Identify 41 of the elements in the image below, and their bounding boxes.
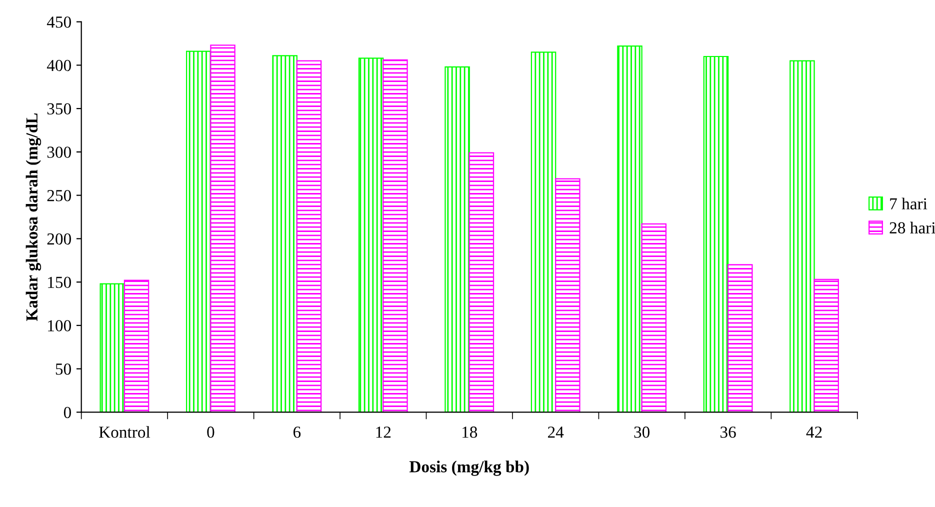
bar	[296, 60, 322, 412]
x-tick-label: 6	[293, 426, 301, 438]
x-tick-label: 18	[462, 426, 478, 438]
bar	[790, 60, 815, 412]
x-tick-label: 12	[376, 426, 391, 438]
bar	[100, 283, 126, 412]
legend-label: 28 hari	[890, 222, 935, 234]
y-tick-label: 300	[47, 146, 71, 158]
x-tick-label: 0	[207, 426, 214, 438]
bar	[530, 52, 556, 412]
bar	[468, 152, 494, 412]
bar	[382, 59, 408, 412]
bar	[358, 58, 384, 412]
bar	[272, 55, 298, 412]
bar	[444, 66, 470, 412]
y-tick-label: 400	[46, 60, 71, 72]
bar	[814, 278, 839, 412]
bar	[555, 178, 580, 412]
y-tick-label: 200	[47, 233, 71, 245]
bar	[210, 44, 236, 412]
y-tick-label: 250	[47, 190, 71, 202]
x-tick-label: 30	[634, 426, 650, 438]
bar	[617, 46, 642, 412]
bar	[703, 56, 729, 412]
x-axis-title: Dosis (mg/kg bb)	[409, 460, 529, 476]
y-tick-label: 0	[64, 406, 71, 418]
x-tick-label: 24	[548, 426, 564, 438]
y-tick-label: 150	[48, 276, 71, 288]
bar	[124, 280, 150, 412]
y-tick-label: 450	[46, 16, 71, 28]
bar	[186, 50, 212, 412]
y-tick-label: 50	[56, 364, 71, 375]
x-tick-label: 42	[806, 426, 822, 438]
x-tick-label: 36	[720, 426, 736, 438]
bar	[641, 223, 667, 412]
bar	[728, 264, 753, 412]
y-tick-label: 350	[47, 103, 71, 114]
legend-label: 7 hari	[890, 198, 928, 210]
y-axis-title: Kadar glukosa darah (mg/dL	[26, 113, 42, 321]
y-tick-label: 100	[48, 320, 71, 332]
x-tick-label: Kontrol	[99, 426, 150, 438]
